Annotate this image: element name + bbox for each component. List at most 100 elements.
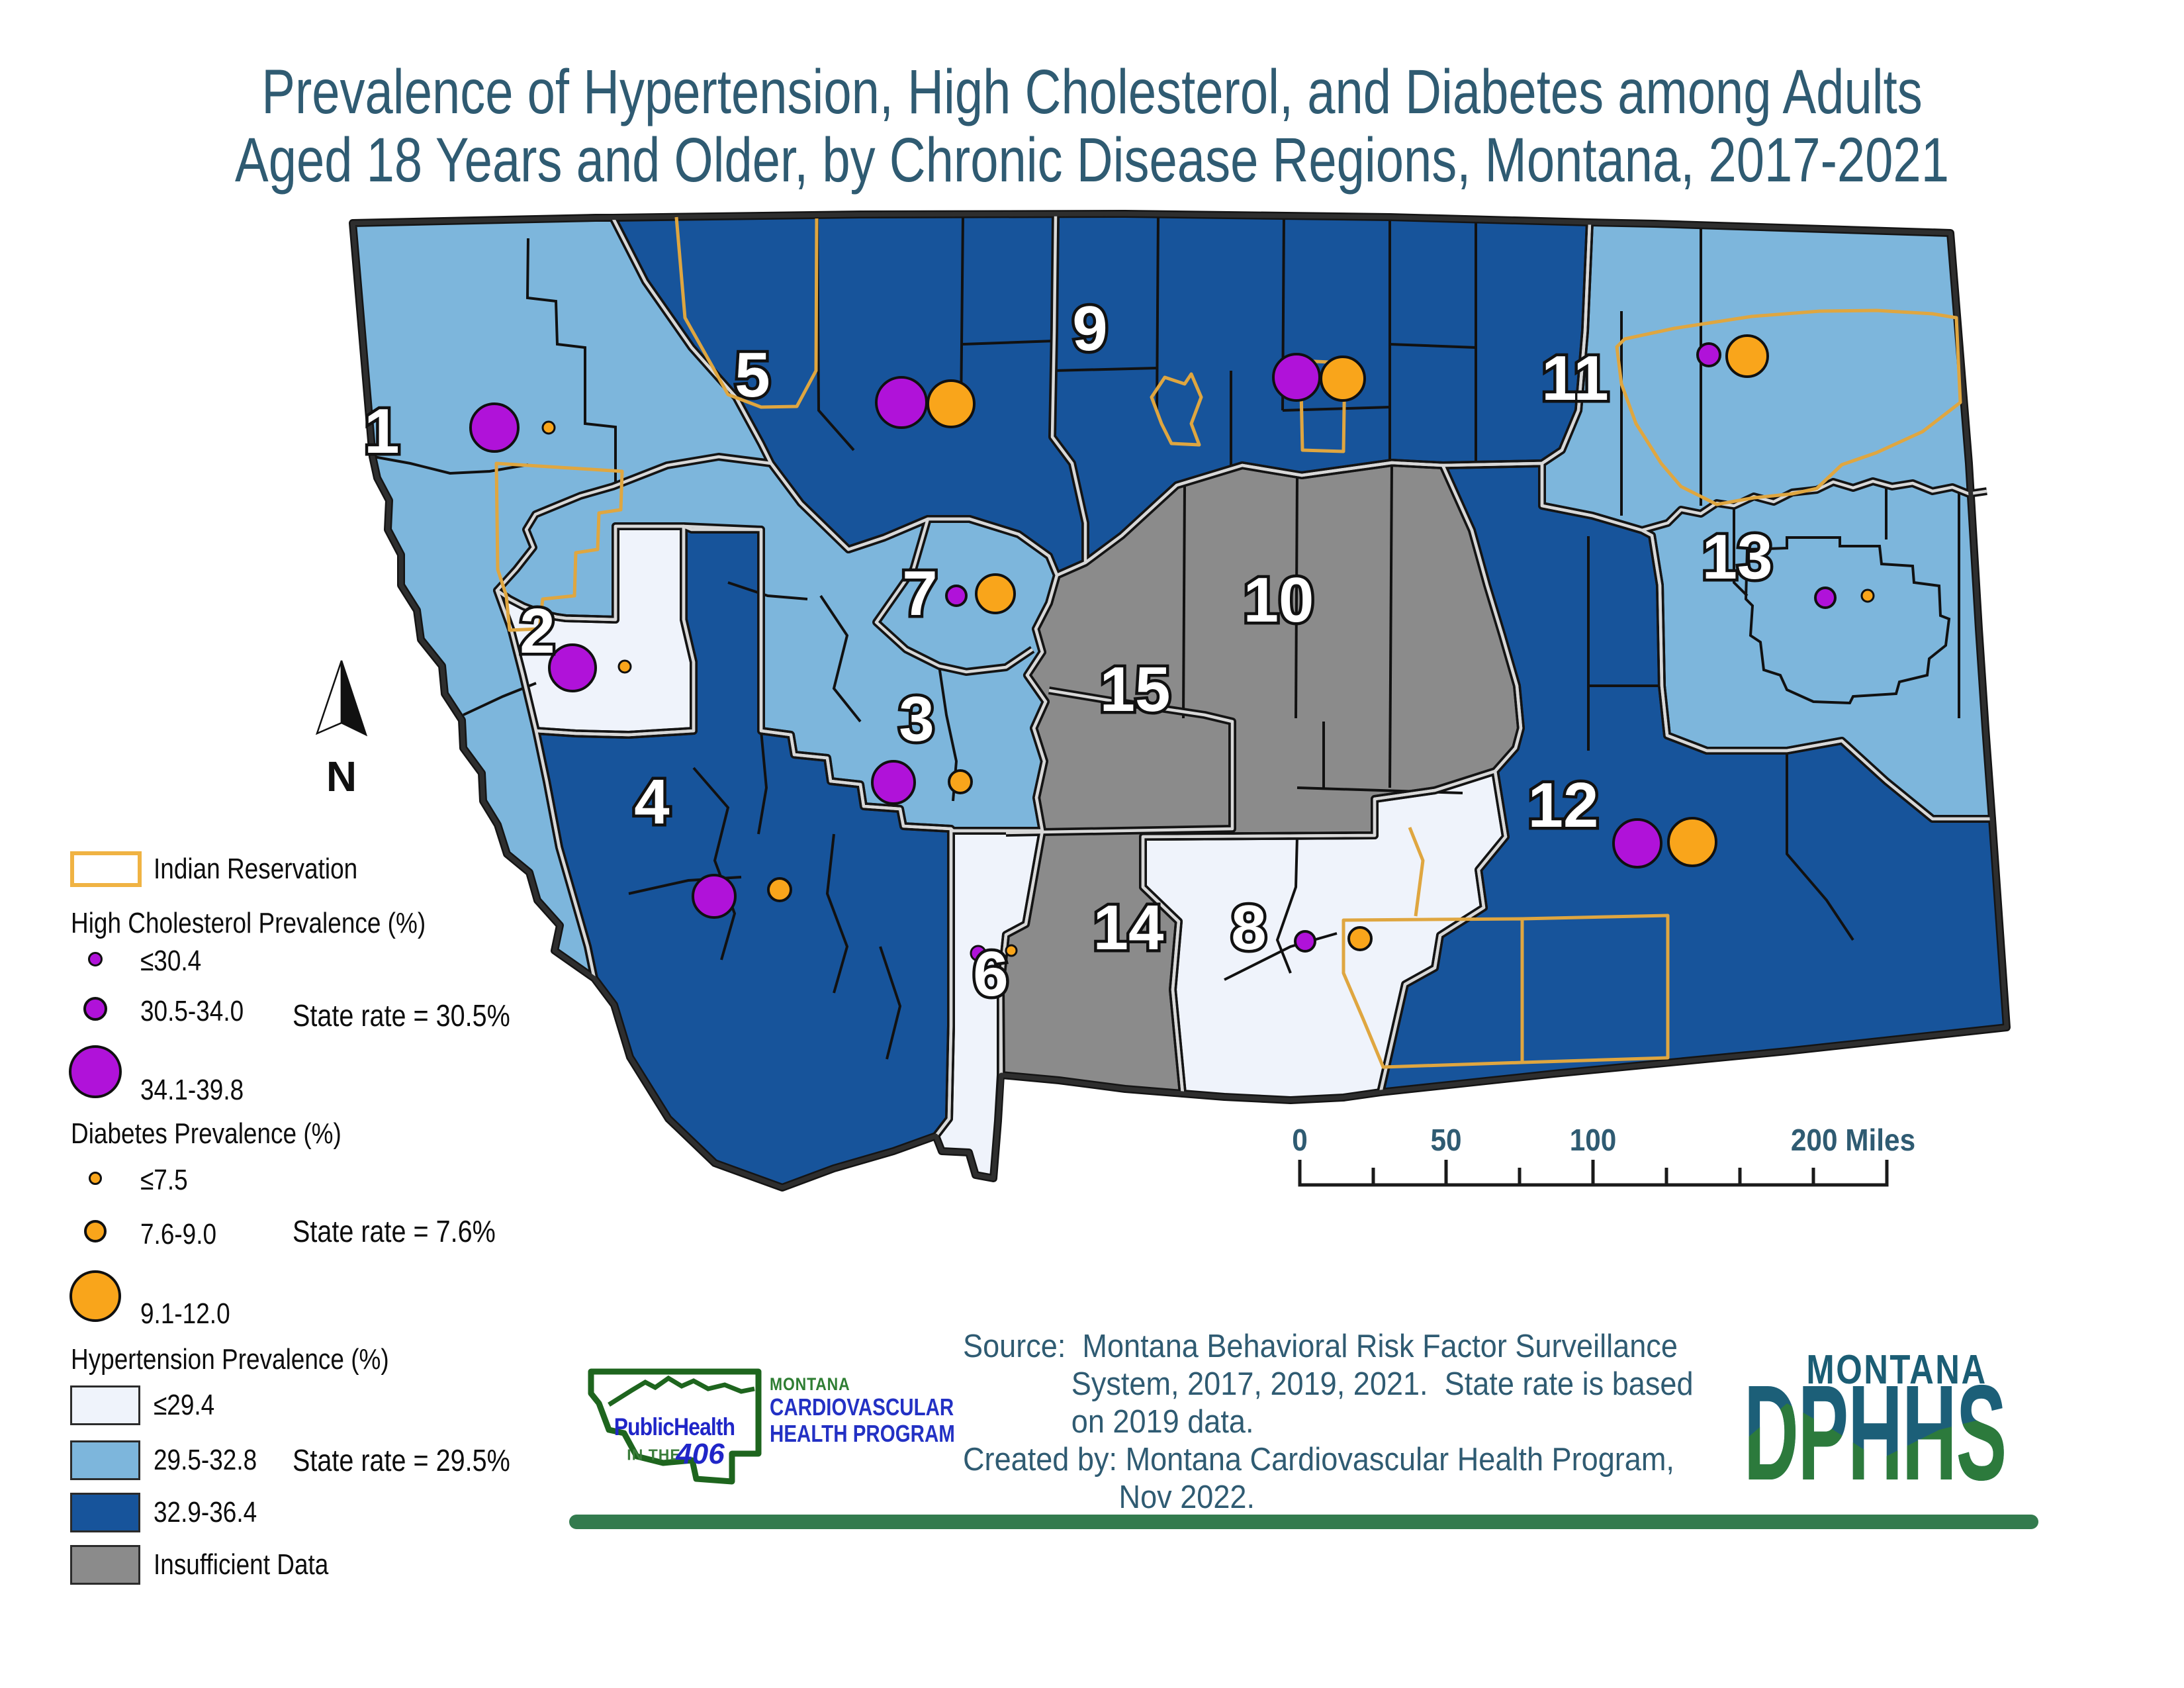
region-label-9: 9 xyxy=(1072,293,1107,364)
dphhs-logo: MONTANA DPHHS DPHHS xyxy=(1744,1347,2007,1509)
title-line-1: Prevalence of Hypertension, High Cholest… xyxy=(261,57,1923,127)
region-6-cholesterol-circle xyxy=(970,945,987,962)
region-9-cholesterol-circle xyxy=(1272,353,1321,402)
map-line-20 xyxy=(962,340,1055,346)
region-4-cholesterol-circle xyxy=(692,874,737,919)
diabetes-class2-label: 7.6-9.0 xyxy=(140,1218,217,1250)
map-line-40 xyxy=(825,833,849,994)
region-label-15: 15 xyxy=(1100,654,1171,725)
map-line-43 xyxy=(819,594,862,723)
source-text-block: Source: Montana Behavioral Risk Factor S… xyxy=(963,1328,1694,1517)
page-title: Prevalence of Hypertension, High Cholest… xyxy=(0,58,2184,195)
map-line-19 xyxy=(960,216,964,411)
diabetes-class1-circle xyxy=(89,1172,102,1185)
publichealth-logo-text: PublicHealth xyxy=(614,1413,735,1440)
hypertension-class4-label: Insufficient Data xyxy=(154,1548,329,1581)
map-line-21 xyxy=(1156,214,1160,411)
region-label-3: 3 xyxy=(899,684,934,755)
map-line-45 xyxy=(727,581,808,600)
cholesterol-class1-circle xyxy=(88,952,103,966)
region-6-diabetes-circle xyxy=(1005,944,1018,957)
region-11-cholesterol-circle xyxy=(1696,342,1721,367)
region-label-8: 8 xyxy=(1231,892,1266,963)
region-13-diabetes-circle xyxy=(1860,588,1875,603)
map-line-42 xyxy=(879,946,902,1060)
scale-label-50: 50 xyxy=(1430,1123,1462,1157)
region-8-cholesterol-circle xyxy=(1294,930,1316,953)
hypertension-class1-swatch xyxy=(70,1385,140,1425)
region-2-diabetes-circle xyxy=(617,659,632,674)
hypertension-class3-label: 32.9-36.4 xyxy=(154,1496,257,1528)
diabetes-class1-label: ≤7.5 xyxy=(140,1164,188,1196)
dphhs-montana-text: MONTANA xyxy=(1806,1347,1987,1393)
region-label-2: 2 xyxy=(520,596,555,667)
map-line-22 xyxy=(1052,367,1158,372)
reservation-outlines xyxy=(494,216,1962,1069)
region-11-diabetes-circle xyxy=(1725,334,1769,378)
cholesterol-class3-label: 34.1-39.8 xyxy=(140,1074,244,1106)
region-label-13: 13 xyxy=(1702,522,1773,592)
cholesterol-state-rate: State rate = 30.5% xyxy=(293,998,510,1033)
region-label-14: 14 xyxy=(1093,892,1164,963)
region-label-10: 10 xyxy=(1244,565,1314,635)
region-label-5: 5 xyxy=(735,340,770,410)
cholesterol-class3-circle xyxy=(69,1045,122,1098)
region-7-cholesterol-circle xyxy=(945,585,968,607)
map-line-63 xyxy=(588,1368,762,1485)
source-line-1: Source: Montana Behavioral Risk Factor S… xyxy=(963,1329,1678,1364)
region-label-7: 7 xyxy=(902,558,937,629)
diabetes-class3-circle xyxy=(69,1270,121,1322)
region-3-diabetes-circle xyxy=(948,769,973,794)
map-line-46 xyxy=(1182,485,1186,719)
map-line-54 xyxy=(340,660,368,737)
reservation-label: Indian Reservation xyxy=(154,853,358,885)
hypertension-class2-swatch xyxy=(70,1440,140,1480)
map-line-38 xyxy=(757,730,768,835)
prevalence-circles xyxy=(469,334,1875,962)
map-line-39 xyxy=(692,767,737,961)
blackfeet-reservation-outline xyxy=(674,216,819,409)
hypertension-legend-header: Hypertension Prevalence (%) xyxy=(71,1343,389,1376)
map-line-51 xyxy=(1275,835,1298,974)
map-line-16 xyxy=(373,455,529,475)
region-12-cholesterol-circle xyxy=(1612,818,1662,868)
hypertension-class1-label: ≤29.4 xyxy=(154,1389,215,1421)
diabetes-state-rate: State rate = 7.6% xyxy=(293,1214,496,1248)
mchp-healthprogram-text: HEALTH PROGRAM xyxy=(770,1420,955,1447)
map-line-47 xyxy=(1295,475,1298,719)
region-4-diabetes-circle xyxy=(767,877,792,902)
hypertension-state-rate: State rate = 29.5% xyxy=(293,1443,510,1477)
source-line-2: System, 2017, 2019, 2021. State rate is … xyxy=(1071,1366,1694,1402)
region-5-diabetes-circle xyxy=(927,379,976,428)
hypertension-class2-label: 29.5-32.8 xyxy=(154,1444,257,1476)
cholesterol-class1-label: ≤30.4 xyxy=(140,945,202,977)
region-9-diabetes-circle xyxy=(1320,355,1366,402)
north-label: N xyxy=(326,753,357,800)
region-label-6: 6 xyxy=(973,939,1008,1009)
map-line-52 xyxy=(1224,932,1338,981)
region-labels: 1 2 3 4 5 6 7 8 9 10 11 12 13 14 15 xyxy=(361,291,1776,1013)
reservation-swatch xyxy=(70,851,142,887)
map-line-49 xyxy=(1388,462,1393,788)
map-line-64 xyxy=(608,1375,755,1407)
title-line-2: Aged 18 Years and Older, by Chronic Dise… xyxy=(235,125,1949,195)
dphhs-text: DPHHS xyxy=(1744,1358,2006,1509)
region-1-cholesterol-circle xyxy=(469,402,520,453)
map-line-53 xyxy=(315,660,343,735)
fort-peck-reservation-outline xyxy=(1615,308,1962,506)
region-label-12: 12 xyxy=(1528,770,1599,841)
map-line-31 xyxy=(1733,506,1749,597)
region-label-4: 4 xyxy=(634,767,669,837)
scale-label-200-miles: 200 Miles xyxy=(1790,1123,1916,1157)
region-13-cholesterol-circle xyxy=(1814,586,1837,609)
region-label-11: 11 xyxy=(1541,343,1608,414)
region-7-diabetes-circle xyxy=(975,573,1016,614)
flathead-reservation-outline xyxy=(494,461,624,632)
scale-label-100: 100 xyxy=(1569,1123,1617,1157)
mchp-montana-text: MONTANA xyxy=(770,1374,850,1394)
region-5-cholesterol-circle xyxy=(875,376,928,429)
map-line-34 xyxy=(1744,536,1951,705)
northern-cheyenne-reservation-outline xyxy=(1520,914,1670,1064)
footer-divider-line xyxy=(569,1515,2038,1529)
